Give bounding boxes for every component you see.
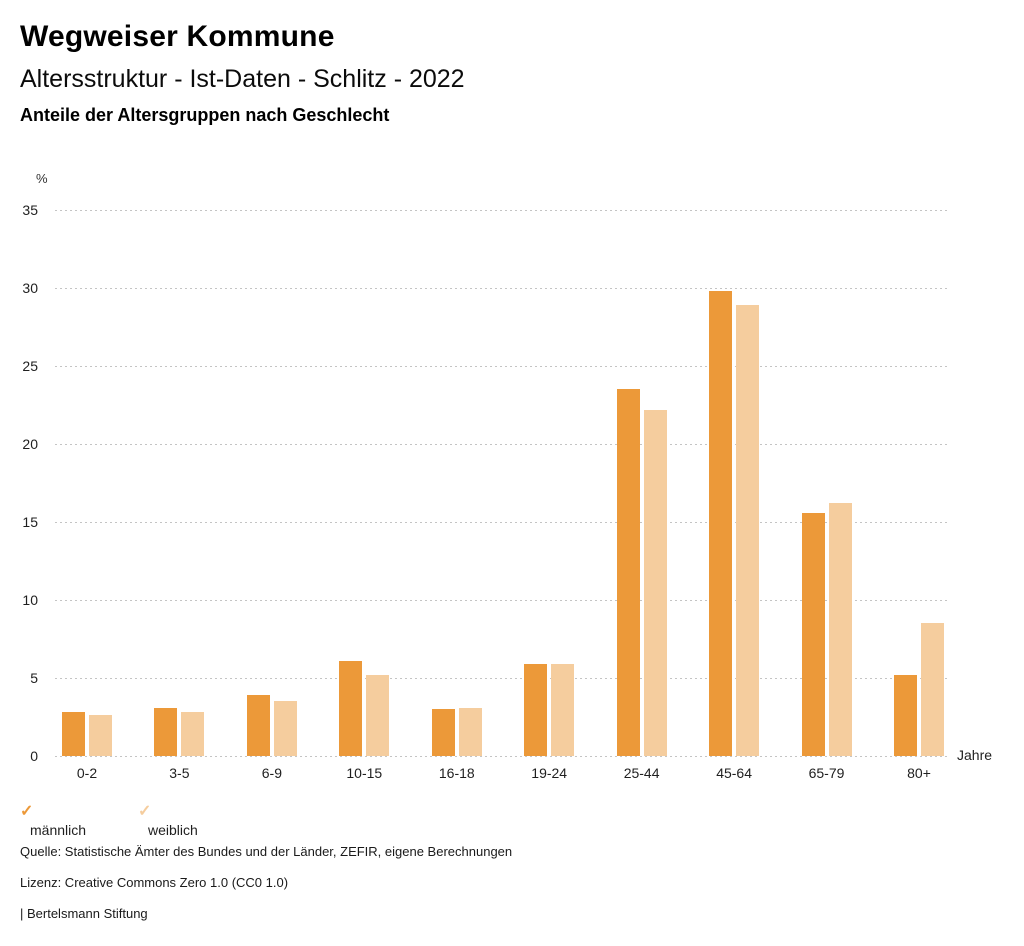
y-tick-label-35: 35 [22, 201, 38, 218]
x-tick-label-45-64: 45-64 [716, 765, 752, 781]
gridline-15 [55, 521, 950, 523]
x-tick-label-80+: 80+ [907, 765, 931, 781]
check-icon: ✓ [138, 803, 152, 820]
gridline-25 [55, 365, 950, 367]
y-tick-label-15: 15 [22, 513, 38, 530]
x-tick-label-0-2: 0-2 [76, 765, 98, 781]
license-text: Lizenz: Creative Commons Zero 1.0 (CC0 1… [20, 875, 289, 890]
bar-maennlich-0-2[interactable] [62, 712, 85, 756]
x-tick-label-3-5: 3-5 [169, 765, 190, 781]
bar-maennlich-16-18[interactable] [431, 709, 455, 756]
x-axis-unit-label: Jahre [957, 747, 993, 763]
bar-weiblich-65-79[interactable] [828, 503, 852, 756]
gridline-20 [55, 443, 950, 445]
app-title: Wegweiser Kommune [20, 20, 335, 53]
x-tick-label-10-15: 10-15 [346, 765, 383, 781]
bar-maennlich-19-24[interactable] [524, 663, 548, 756]
gridline-0 [55, 756, 950, 757]
bar-weiblich-6-9[interactable] [273, 701, 297, 756]
bar-maennlich-45-64[interactable] [709, 290, 733, 756]
bar-maennlich-3-5[interactable] [154, 707, 178, 756]
chart-caption: Anteile der Altersgruppen nach Geschlech… [20, 105, 390, 125]
attribution-text: | Bertelsmann Stiftung [20, 906, 148, 921]
gridline-5 [55, 678, 950, 679]
legend-item-weiblich[interactable]: ✓ weiblich [138, 803, 198, 838]
y-tick-label-20: 20 [22, 435, 38, 452]
y-tick-label-0: 0 [30, 748, 38, 764]
bar-maennlich-25-44[interactable] [616, 389, 640, 756]
x-tick-label-25-44: 25-44 [623, 765, 660, 781]
gridline-30 [55, 287, 950, 289]
legend-label: weiblich [148, 822, 198, 839]
bar-maennlich-10-15[interactable] [339, 660, 363, 756]
y-axis-unit-label: % [36, 171, 48, 186]
y-tick-label-30: 30 [22, 279, 38, 296]
bar-weiblich-10-15[interactable] [366, 674, 390, 756]
bar-weiblich-3-5[interactable] [181, 712, 205, 756]
bar-weiblich-19-24[interactable] [551, 663, 575, 756]
y-tick-label-5: 5 [30, 670, 38, 686]
check-icon: ✓ [20, 803, 34, 820]
chart-title: Altersstruktur - Ist-Daten - Schlitz - 2… [20, 65, 465, 93]
y-tick-label-25: 25 [22, 357, 38, 374]
bar-weiblich-25-44[interactable] [643, 409, 667, 756]
bar-weiblich-16-18[interactable] [458, 707, 482, 756]
y-tick-label-10: 10 [22, 591, 38, 608]
gridline-35 [55, 209, 950, 211]
bar-weiblich-0-2[interactable] [89, 715, 112, 756]
bar-weiblich-80+[interactable] [921, 623, 944, 756]
bar-maennlich-80+[interactable] [894, 674, 917, 756]
x-tick-label-6-9: 6-9 [261, 765, 282, 781]
bar-maennlich-65-79[interactable] [801, 512, 825, 756]
legend-label: männlich [30, 822, 87, 839]
bar-weiblich-45-64[interactable] [736, 305, 760, 756]
x-tick-label-65-79: 65-79 [808, 765, 845, 781]
gridline-10 [55, 599, 950, 601]
bar-maennlich-6-9[interactable] [246, 695, 270, 756]
x-tick-label-16-18: 16-18 [438, 765, 475, 781]
x-tick-label-19-24: 19-24 [531, 765, 568, 781]
legend-item-maennlich[interactable]: ✓ männlich [20, 803, 86, 838]
source-text: Quelle: Statistische Ämter des Bundes un… [20, 844, 513, 859]
